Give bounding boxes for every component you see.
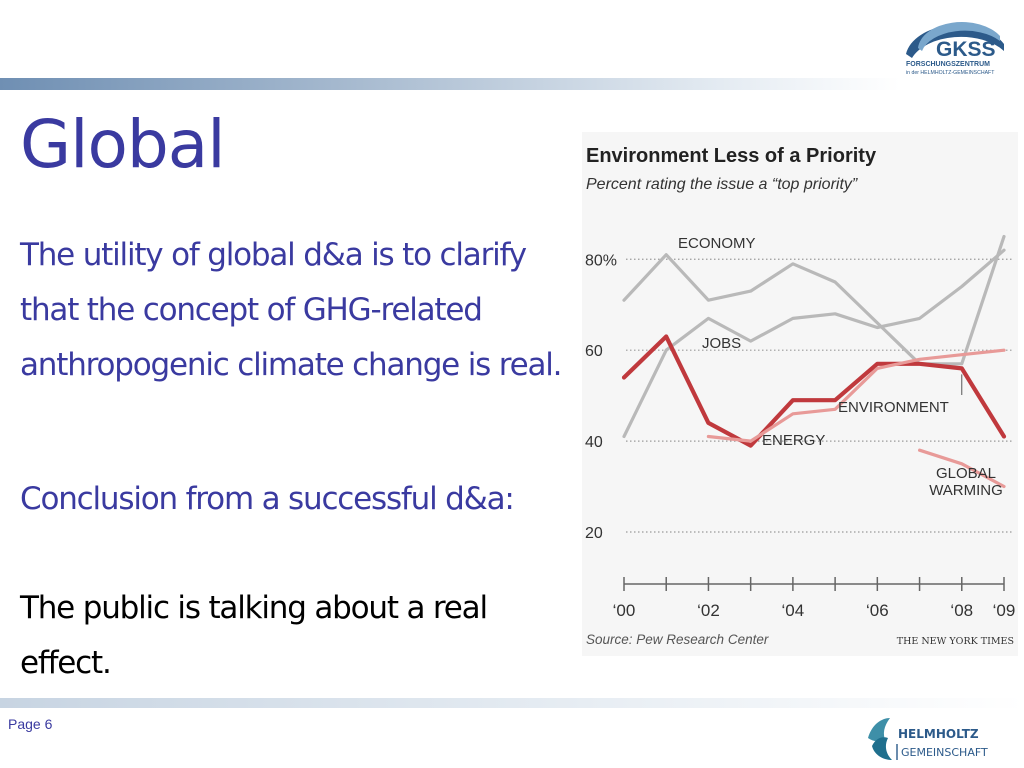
gkss-subtitle-1: FORSCHUNGSZENTRUM <box>906 61 990 68</box>
helmholtz-logo: HELMHOLTZ GEMEINSCHAFT <box>868 718 988 760</box>
chart-subtitle: Percent rating the issue a “top priority… <box>586 176 858 193</box>
x-tick-label-2009: ‘09 <box>993 601 1016 620</box>
series-label-global-warming: GLOBAL WARMING <box>929 465 1003 499</box>
y-tick-label-80: 80% <box>585 252 617 269</box>
gkss-logo: GKSS FORSCHUNGSZENTRUM in der HELMHOLTZ-… <box>906 21 1004 76</box>
slide-title: Global <box>20 106 226 183</box>
y-tick-label-60: 60 <box>585 343 603 360</box>
page-number: Page 6 <box>8 716 53 732</box>
conclusion-heading: Conclusion from a successful d&a: <box>20 481 515 517</box>
x-axis: ‘00 ‘02 ‘04 ‘06 ‘08 ‘09 <box>613 577 1016 620</box>
series-label-environment: ENVIRONMENT <box>838 399 949 416</box>
series-line-jobs <box>622 248 1006 439</box>
grid-layer <box>626 258 1012 533</box>
chart-source: Source: Pew Research Center <box>586 632 769 647</box>
chart-title: Environment Less of a Priority <box>586 145 877 167</box>
priority-chart: Environment Less of a Priority Percent r… <box>582 132 1018 656</box>
y-tick-label-20: 20 <box>585 525 603 542</box>
top-divider-bar <box>0 78 900 90</box>
utility-paragraph: The utility of global d&a is to clarify … <box>20 237 563 383</box>
series-line-economy <box>622 234 1006 366</box>
chart-credit: THE NEW YORK TIMES <box>897 636 1014 647</box>
chart-svg: Environment Less of a Priority Percent r… <box>585 145 1016 647</box>
series-label-energy: ENERGY <box>762 432 825 449</box>
x-tick-label-2000: ‘00 <box>613 601 636 620</box>
bottom-divider-bar <box>0 698 1024 708</box>
series-label-jobs: JOBS <box>702 335 741 352</box>
series-lines <box>621 234 1007 489</box>
helmholtz-name: HELMHOLTZ <box>898 727 979 741</box>
x-tick-label-2008: ‘08 <box>950 601 973 620</box>
series-line-energy <box>706 348 1006 443</box>
gkss-subtitle-2: in der HELMHOLTZ-GEMEINSCHAFT <box>906 70 995 76</box>
x-tick-label-2004: ‘04 <box>782 601 805 620</box>
series-label-economy: ECONOMY <box>678 235 756 252</box>
y-tick-labels: 80% 60 40 20 <box>585 252 617 542</box>
gkss-name: GKSS <box>936 38 996 61</box>
series-line-global-warming <box>918 448 1006 489</box>
series-labels: ECONOMY JOBS ENVIRONMENT ENERGY GLOBAL WARMIN… <box>678 235 1003 499</box>
x-tick-label-2006: ‘06 <box>866 601 889 620</box>
helmholtz-subtitle: GEMEINSCHAFT <box>901 746 988 759</box>
conclusion-statement: The public is talking about a real effec… <box>20 590 488 681</box>
y-tick-label-40: 40 <box>585 434 603 451</box>
x-tick-label-2002: ‘02 <box>697 601 720 620</box>
series-line-environment <box>621 334 1007 448</box>
